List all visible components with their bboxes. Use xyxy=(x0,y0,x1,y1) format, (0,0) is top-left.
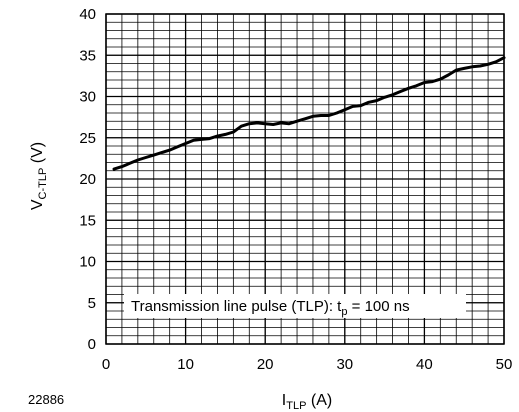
y-tick-label: 40 xyxy=(79,6,96,23)
y-axis-label: VC-TLP (V) xyxy=(29,142,49,210)
y-axis-label-sub: C-TLP xyxy=(37,168,49,200)
annotation-main: Transmission line pulse (TLP): t xyxy=(131,298,342,315)
x-axis-label-main: I xyxy=(282,392,286,409)
x-tick-label: 20 xyxy=(257,356,274,373)
y-axis-label-main: V xyxy=(29,199,46,210)
y-tick-label: 10 xyxy=(79,254,96,271)
x-tick-label: 40 xyxy=(416,356,433,373)
y-tick-label: 25 xyxy=(79,130,96,147)
x-tick-labels: 0 10 20 30 40 50 xyxy=(102,356,513,373)
y-tick-label: 20 xyxy=(79,171,96,188)
x-axis-label-unit: (A) xyxy=(306,392,332,409)
annotation-sub: p xyxy=(341,306,347,318)
annotation-box: Transmission line pulse (TLP): tp = 100 … xyxy=(124,294,466,318)
x-tick-label: 50 xyxy=(496,356,513,373)
x-tick-label: 0 xyxy=(102,356,110,373)
y-tick-labels: 0 5 10 15 20 25 30 35 40 xyxy=(79,6,96,353)
annotation-background xyxy=(124,294,466,318)
annotation-rest: = 100 ns xyxy=(347,298,409,315)
y-axis-label-unit: (V) xyxy=(29,142,46,168)
y-tick-label: 0 xyxy=(88,336,96,353)
series-layer xyxy=(112,56,506,171)
y-tick-label: 5 xyxy=(88,295,96,312)
x-tick-label: 10 xyxy=(177,356,194,373)
x-axis-label-sub: TLP xyxy=(286,400,306,412)
series-line xyxy=(112,56,506,171)
plot-frame xyxy=(105,13,505,345)
y-tick-label: 35 xyxy=(79,47,96,64)
y-tick-label: 30 xyxy=(79,89,96,106)
annotation-text: Transmission line pulse (TLP): tp = 100 … xyxy=(131,298,410,318)
y-tick-label: 15 xyxy=(79,212,96,229)
figure-id: 22886 xyxy=(28,392,64,407)
x-axis-label: ITLP (A) xyxy=(282,392,332,412)
x-tick-label: 30 xyxy=(336,356,353,373)
